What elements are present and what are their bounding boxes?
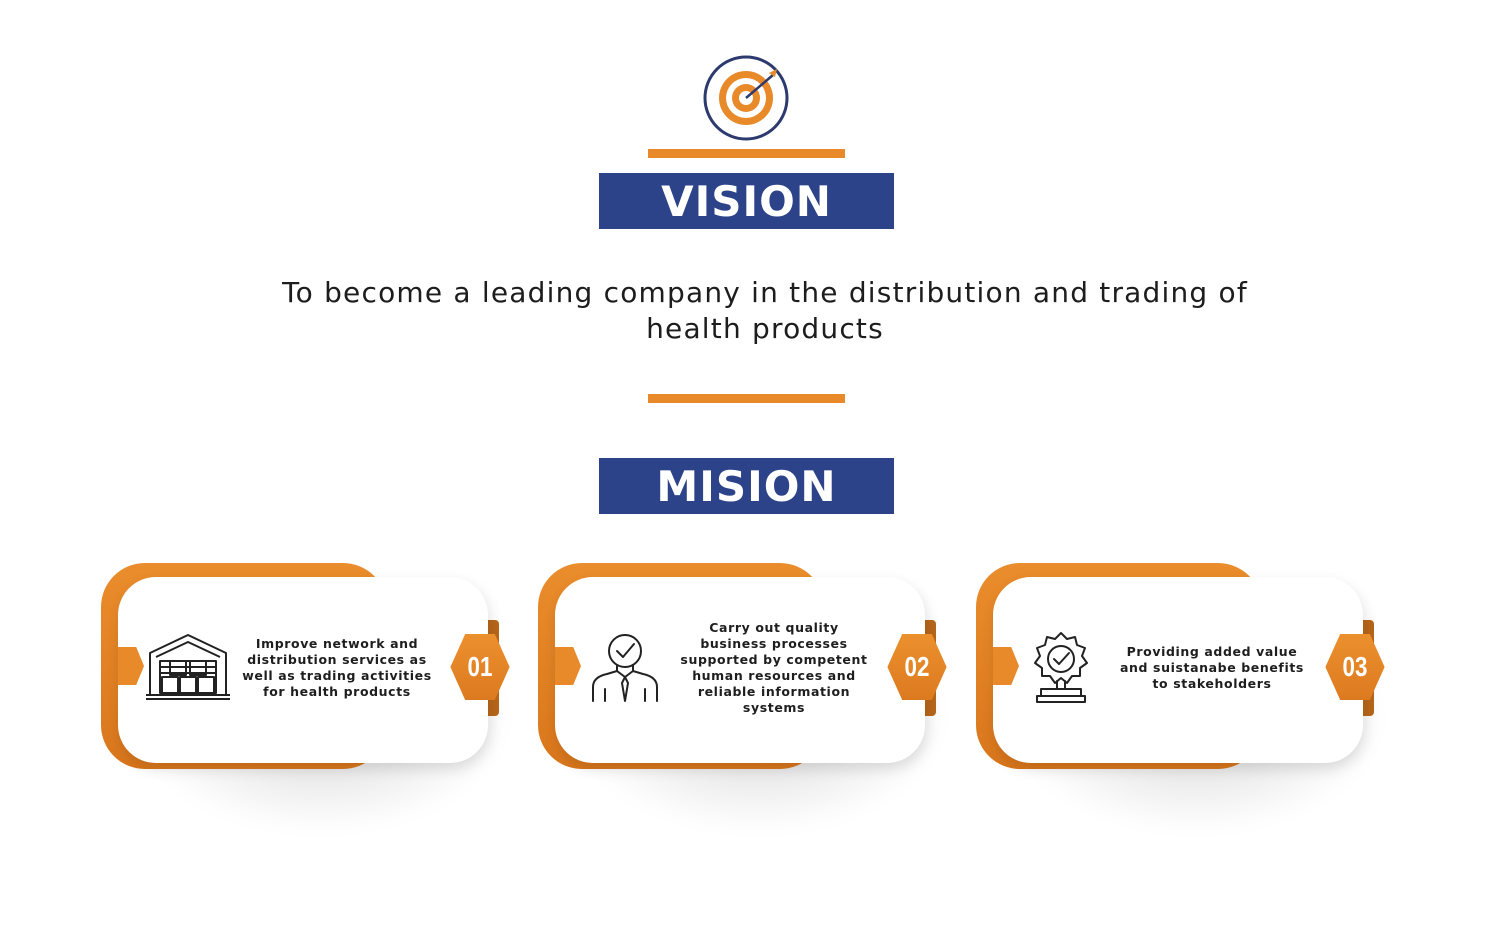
mission-number-badge: 03 xyxy=(1325,634,1385,700)
divider-middle xyxy=(648,394,845,403)
mission-heading-label: MISION xyxy=(656,461,837,511)
card-body xyxy=(118,577,488,763)
target-icon xyxy=(703,55,789,141)
mission-item-text: Improve network and distribution service… xyxy=(242,636,432,699)
vision-heading-label: VISION xyxy=(661,176,832,226)
award-badge-icon xyxy=(1034,632,1088,703)
mission-item-text: Providing added value and suistanabe ben… xyxy=(1120,644,1304,691)
warehouse-icon xyxy=(146,634,230,700)
divider-top xyxy=(648,149,845,158)
mission-card-1: Improve network and distribution service… xyxy=(101,563,521,833)
mission-number-badge: 02 xyxy=(887,634,947,700)
businessman-check-icon xyxy=(592,634,658,702)
mission-card-2: Carry out quality business processes sup… xyxy=(538,563,958,833)
vision-statement: To become a leading company in the distr… xyxy=(282,276,1248,345)
mission-item-text: Carry out quality business processes sup… xyxy=(680,620,868,715)
mission-heading: MISION xyxy=(599,458,894,514)
mission-card-3: Providing added value and suistanabe ben… xyxy=(976,563,1396,833)
vision-heading: VISION xyxy=(599,173,894,229)
